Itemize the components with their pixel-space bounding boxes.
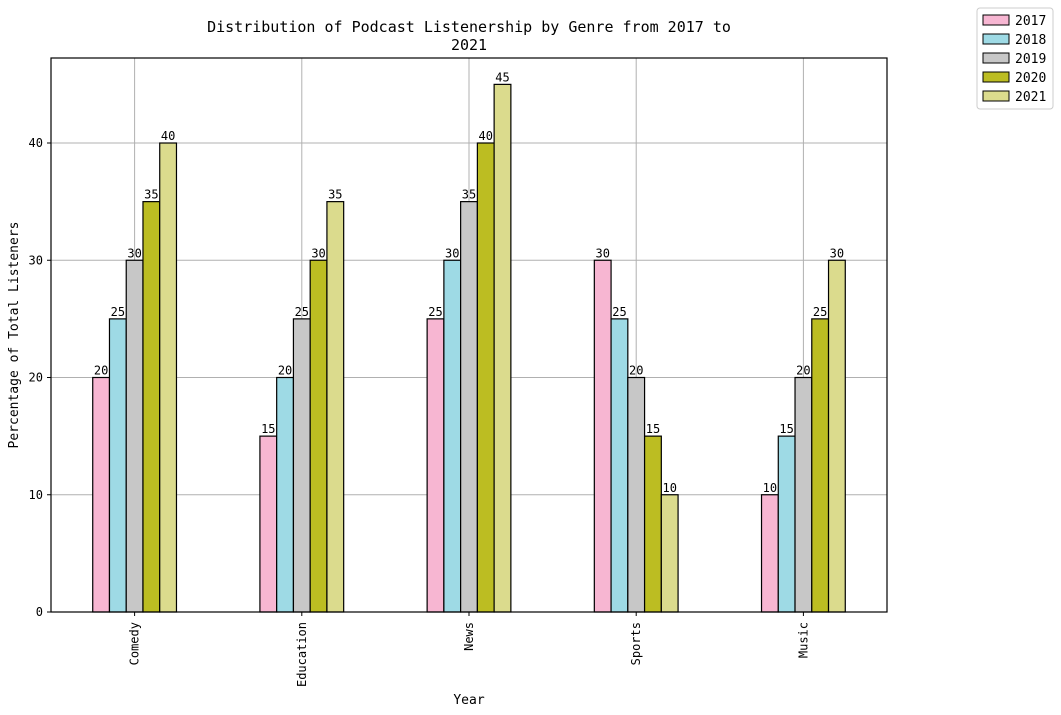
bar-value-label: 30: [127, 246, 141, 260]
bar: [92, 376, 111, 613]
legend-entry-label: 2019: [1015, 52, 1046, 67]
bar-value-label: 20: [796, 364, 810, 378]
y-axis-label: Percentage of Total Listeners: [7, 222, 22, 449]
bar-value-label: 20: [629, 364, 643, 378]
bar-value-label: 10: [763, 481, 777, 495]
bar-value-label: 40: [161, 129, 175, 143]
bar-value-label: 30: [311, 246, 325, 260]
bar: [627, 376, 646, 613]
axes-layer: 0 10 20 30 40 Comedy Education News Sports Music: [29, 57, 888, 687]
legend-entry-label: 2021: [1015, 90, 1046, 105]
y-tick-label: 10: [29, 488, 43, 502]
bar-value-label: 20: [278, 364, 292, 378]
bar: [593, 259, 612, 613]
bar-value-label: 45: [495, 70, 509, 84]
bar: [794, 376, 813, 613]
bar-value-label: 25: [612, 305, 626, 319]
bar-value-label: 30: [830, 246, 844, 260]
legend-swatch: [982, 14, 1010, 26]
bar-value-label: 25: [428, 305, 442, 319]
bar-value-label: 15: [779, 422, 793, 436]
bar: [142, 201, 161, 613]
chart-title-line1: Distribution of Podcast Listenership by …: [207, 18, 731, 36]
bar: [426, 318, 445, 613]
x-tick-label: News: [462, 622, 476, 651]
legend-swatch: [982, 33, 1010, 45]
legend-entry-label: 2018: [1015, 33, 1046, 48]
legend-entry-label: 2020: [1015, 71, 1046, 86]
x-tick-label: Sports: [629, 622, 643, 665]
bar: [460, 201, 478, 613]
legend: 2017 2018 2019 2020 2021: [976, 7, 1054, 110]
bar: [760, 494, 779, 613]
bar: [276, 376, 295, 613]
bar-value-label: 15: [261, 422, 275, 436]
x-tick-label: Comedy: [128, 622, 142, 665]
bar: [292, 318, 311, 613]
bar-value-label: 30: [445, 246, 459, 260]
bar: [643, 435, 662, 613]
data-labels-layer: 20 15 25 30 10 25 20 30 25 15 30 25 35 20 20 35 30 40 15 25…: [94, 70, 844, 494]
legend-swatch: [982, 52, 1010, 64]
bar: [777, 435, 796, 613]
bar-value-label: 30: [595, 246, 609, 260]
bar: [610, 318, 629, 613]
bar: [125, 259, 144, 613]
bar: [309, 259, 328, 613]
bar: [443, 259, 462, 613]
bar-value-label: 25: [111, 305, 125, 319]
bar-value-label: 35: [328, 188, 342, 202]
legend-swatch: [982, 90, 1010, 102]
bar: [108, 318, 127, 613]
bar: [476, 142, 495, 613]
bar: [811, 318, 830, 613]
bar-value-label: 10: [662, 481, 676, 495]
bar-value-label: 35: [144, 188, 158, 202]
bars-layer: [92, 83, 846, 613]
bar-value-label: 25: [295, 305, 309, 319]
bar: [493, 83, 512, 613]
x-axis-label: Year: [453, 693, 484, 708]
bar: [827, 259, 846, 613]
bar-value-label: 25: [813, 305, 827, 319]
x-tick-label: Education: [295, 622, 309, 687]
plot-frame: [50, 57, 888, 613]
bar: [326, 201, 345, 613]
chart-title-line2: 2021: [451, 36, 487, 54]
bar-value-label: 35: [462, 188, 476, 202]
legend-entry-label: 2017: [1015, 14, 1046, 29]
bar-value-label: 40: [479, 129, 493, 143]
legend-box: [976, 7, 1054, 110]
x-tick-label: Music: [796, 622, 810, 658]
bar: [259, 435, 278, 613]
y-tick-label: 30: [29, 253, 43, 267]
y-tick-label: 20: [29, 371, 43, 385]
bar-value-label: 15: [646, 422, 660, 436]
legend-swatch: [982, 71, 1010, 83]
bar: [660, 494, 679, 613]
bar-value-label: 20: [94, 364, 108, 378]
y-tick-label: 40: [29, 136, 43, 150]
bar: [159, 142, 178, 613]
y-tick-label: 0: [36, 605, 43, 619]
